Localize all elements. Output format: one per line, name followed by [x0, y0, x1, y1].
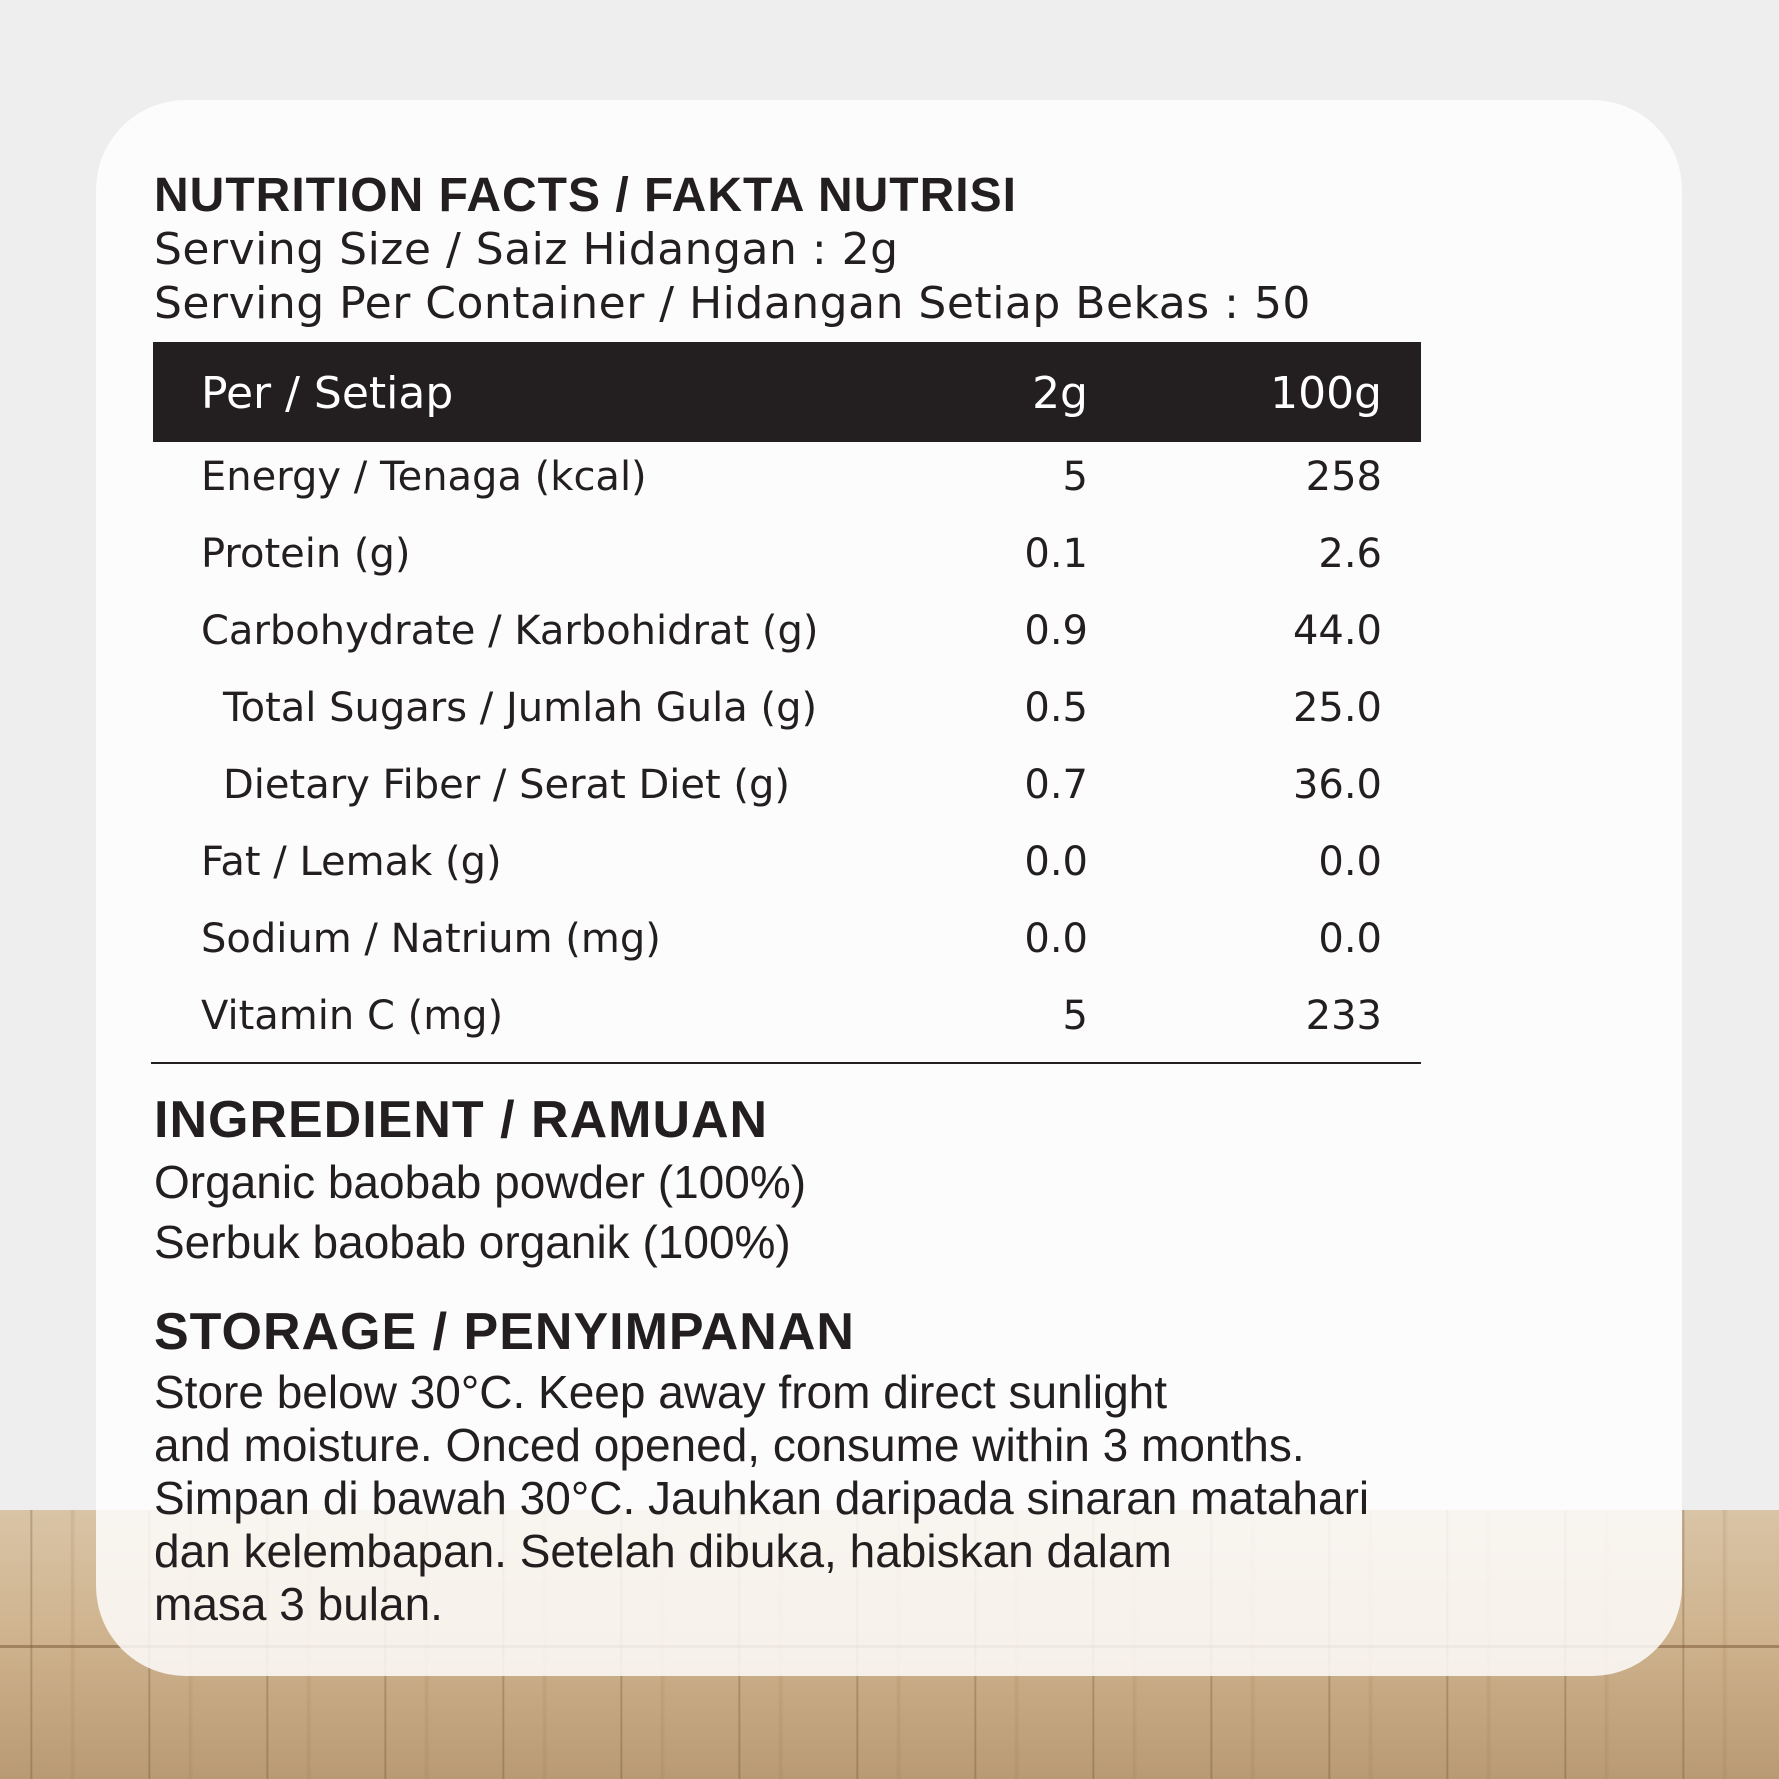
serving-per-container: Serving Per Container / Hidangan Setiap … [154, 278, 1311, 329]
table-row: Dietary Fiber / Serat Diet (g) 0.7 36.0 [153, 747, 1421, 824]
value-per-100g: 44.0 [1292, 608, 1382, 654]
value-per-100g: 25.0 [1292, 685, 1382, 731]
table-row: Total Sugars / Jumlah Gula (g) 0.5 25.0 [153, 670, 1421, 747]
table-row: Protein (g) 0.1 2.6 [153, 516, 1421, 593]
table-bottom-rule [151, 1062, 1421, 1064]
value-per-100g: 258 [1305, 454, 1382, 500]
table-row: Carbohydrate / Karbohidrat (g) 0.9 44.0 [153, 593, 1421, 670]
value-per-100g: 0.0 [1318, 916, 1382, 962]
table-row: Sodium / Natrium (mg) 0.0 0.0 [153, 901, 1421, 978]
ingredient-heading: INGREDIENT / RAMUAN [154, 1091, 769, 1149]
value-per-2g: 0.5 [1024, 685, 1088, 731]
nutrition-facts-title: NUTRITION FACTS / FAKTA NUTRISI [154, 169, 1017, 222]
table-row: Vitamin C (mg) 5 233 [153, 978, 1421, 1055]
nutrient-name: Carbohydrate / Karbohidrat (g) [201, 608, 819, 654]
value-per-2g: 0.0 [1024, 916, 1088, 962]
storage-line: Store below 30°C. Keep away from direct … [154, 1366, 1168, 1418]
nutrient-name: Energy / Tenaga (kcal) [201, 454, 647, 500]
value-per-2g: 5 [1062, 454, 1088, 500]
storage-line: Simpan di bawah 30°C. Jauhkan daripada s… [154, 1472, 1370, 1524]
header-per-label: Per / Setiap [201, 368, 454, 419]
nutrient-name: Sodium / Natrium (mg) [201, 916, 661, 962]
value-per-2g: 0.1 [1024, 531, 1088, 577]
storage-line: and moisture. Onced opened, consume with… [154, 1419, 1305, 1471]
nutrition-table-header: Per / Setiap 2g 100g [153, 342, 1421, 442]
nutrient-name: Vitamin C (mg) [201, 993, 504, 1039]
value-per-100g: 233 [1305, 993, 1382, 1039]
storage-heading: STORAGE / PENYIMPANAN [154, 1303, 855, 1361]
nutrient-name: Fat / Lemak (g) [201, 839, 502, 885]
value-per-100g: 36.0 [1292, 762, 1382, 808]
serving-size: Serving Size / Saiz Hidangan : 2g [154, 224, 899, 275]
value-per-100g: 0.0 [1318, 839, 1382, 885]
table-row: Energy / Tenaga (kcal) 5 258 [153, 439, 1421, 516]
value-per-100g: 2.6 [1318, 531, 1382, 577]
header-100g: 100g [1270, 368, 1382, 419]
ingredient-line-english: Organic baobab powder (100%) [154, 1156, 807, 1208]
nutrient-name: Protein (g) [201, 531, 411, 577]
header-2g: 2g [1032, 368, 1088, 419]
value-per-2g: 0.7 [1024, 762, 1088, 808]
nutrient-name: Total Sugars / Jumlah Gula (g) [223, 685, 818, 731]
value-per-2g: 5 [1062, 993, 1088, 1039]
storage-line: masa 3 bulan. [154, 1578, 443, 1630]
table-row: Fat / Lemak (g) 0.0 0.0 [153, 824, 1421, 901]
value-per-2g: 0.9 [1024, 608, 1088, 654]
value-per-2g: 0.0 [1024, 839, 1088, 885]
storage-line: dan kelembapan. Setelah dibuka, habiskan… [154, 1525, 1172, 1577]
ingredient-line-malay: Serbuk baobab organik (100%) [154, 1216, 791, 1268]
nutrient-name: Dietary Fiber / Serat Diet (g) [223, 762, 790, 808]
